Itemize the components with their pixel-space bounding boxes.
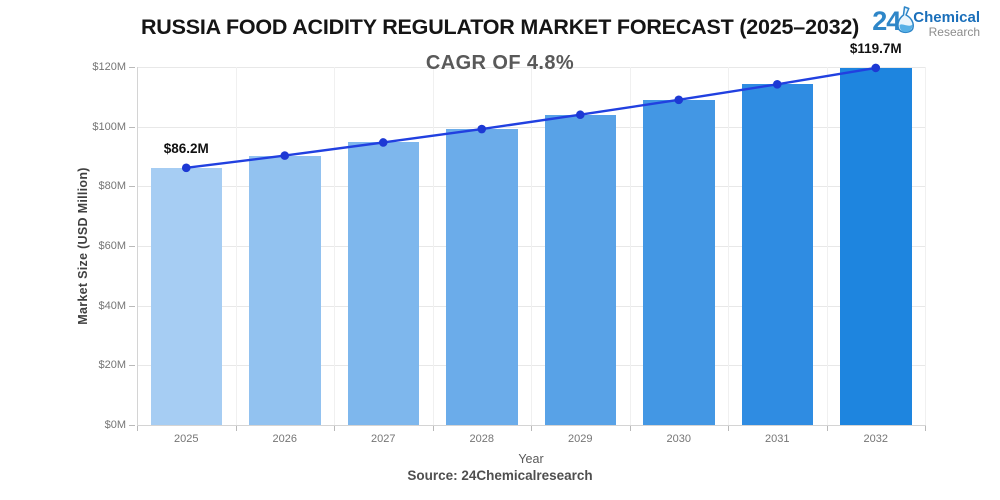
bar-2030 xyxy=(643,99,715,425)
gridline-vertical xyxy=(826,67,828,425)
gridline-vertical xyxy=(925,67,926,425)
x-tick-mark xyxy=(432,426,434,431)
gridline-vertical xyxy=(334,67,335,425)
value-label-2032: $119.7M xyxy=(849,40,902,56)
y-tick-label: $100M xyxy=(92,120,126,133)
y-tick-label: $80M xyxy=(98,180,126,193)
x-tick-label-2031: 2031 xyxy=(765,433,790,445)
y-tick-mark xyxy=(129,305,135,307)
y-tick-mark xyxy=(129,126,135,128)
x-tick-label-2028: 2028 xyxy=(469,433,494,445)
y-axis-title: Market Size (USD Million) xyxy=(76,167,90,325)
y-tick-label: $60M xyxy=(98,240,126,252)
y-tick-label: $40M xyxy=(98,299,126,312)
x-axis-line xyxy=(137,425,926,426)
source-caption: Source: 24Chemicalresearch xyxy=(407,468,593,483)
bar-2029 xyxy=(544,114,616,425)
bar-2027 xyxy=(347,142,419,425)
x-tick-label-2029: 2029 xyxy=(568,433,593,445)
chart-subtitle: CAGR OF 4.8% xyxy=(425,52,575,74)
x-tick-label-2025: 2025 xyxy=(174,433,199,445)
gridline-vertical xyxy=(531,67,532,425)
x-tick-mark xyxy=(531,426,532,431)
y-axis-line xyxy=(137,67,138,425)
x-tick-mark xyxy=(137,426,138,431)
x-axis-title: Year xyxy=(518,452,544,466)
y-tick-mark xyxy=(129,186,135,188)
x-tick-label-2032: 2032 xyxy=(863,433,888,445)
x-tick-mark xyxy=(925,426,926,431)
x-tick-label-2026: 2026 xyxy=(272,433,297,445)
bar-2031 xyxy=(741,84,813,425)
x-tick-mark xyxy=(826,426,828,431)
bar-2032 xyxy=(840,67,912,425)
y-tick-label: $0M xyxy=(104,419,126,431)
x-tick-mark xyxy=(629,426,631,431)
x-tick-label-2030: 2030 xyxy=(666,433,691,445)
logo-chemical-text: Chemical xyxy=(913,9,980,26)
gridline-vertical xyxy=(728,67,729,425)
gridline-vertical xyxy=(629,67,631,425)
logo-wordmark: Chemical Research xyxy=(913,9,980,40)
y-tick-mark xyxy=(129,67,135,68)
x-tick-mark xyxy=(334,426,335,431)
logo-research-text: Research xyxy=(928,25,980,40)
y-tick-mark xyxy=(129,365,135,367)
gridline-vertical xyxy=(235,67,237,425)
y-tick-mark xyxy=(129,425,135,426)
bar-2025 xyxy=(150,167,222,425)
erlenmeyer-flask-icon xyxy=(895,5,917,40)
x-tick-mark xyxy=(235,426,237,431)
bar-2028 xyxy=(446,129,518,425)
x-tick-mark xyxy=(728,426,729,431)
bar-2026 xyxy=(249,155,321,425)
brand-logo: 24 Chemical Research xyxy=(872,5,980,40)
y-tick-label: $20M xyxy=(98,359,126,372)
y-tick-mark xyxy=(129,246,135,247)
value-label-2025: $86.2M xyxy=(163,140,209,156)
chart-title: RUSSIA FOOD ACIDITY REGULATOR MARKET FOR… xyxy=(140,15,860,39)
logo-24-text: 24 xyxy=(872,6,901,36)
gridline-vertical xyxy=(432,67,434,425)
y-tick-label: $120M xyxy=(92,61,126,73)
x-tick-label-2027: 2027 xyxy=(371,433,396,445)
